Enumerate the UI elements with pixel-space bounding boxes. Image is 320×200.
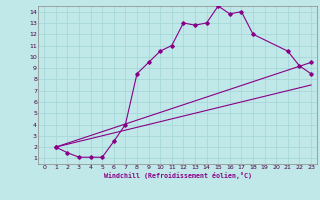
X-axis label: Windchill (Refroidissement éolien,°C): Windchill (Refroidissement éolien,°C)	[104, 172, 252, 179]
